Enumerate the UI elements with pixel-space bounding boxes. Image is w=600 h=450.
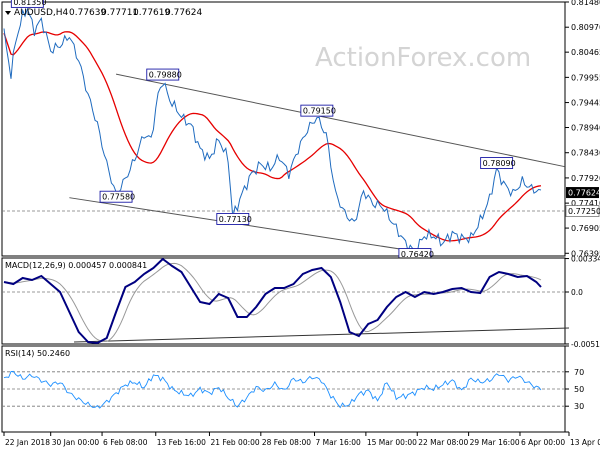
macd-ytick-label: 0.0 [571, 288, 583, 297]
marked-level-label: 0.77130 [219, 215, 252, 224]
level-price-label: 0.77250 [568, 207, 600, 216]
marked-level-label: 0.79880 [149, 71, 182, 80]
macd-main-line [3, 257, 542, 345]
marked-level-box [146, 68, 180, 81]
watermark: ActionForex.com [315, 43, 531, 73]
price-ytick-label: 0.76395 [571, 249, 600, 258]
price-panel-frame [1, 1, 566, 257]
time-tick-label: 21 Feb 00:00 [210, 438, 259, 447]
time-tick-label: 13 Apr 08:00 [570, 438, 600, 447]
ohlc-open: 0.77639 [69, 8, 106, 18]
current-price-badge: 0.77624 [566, 187, 600, 199]
chevron-down-icon[interactable] [5, 11, 11, 15]
ohlc-low: 0.77619 [133, 8, 170, 18]
time-tick-label: 6 Apr 00:00 [521, 438, 565, 447]
channel-upper-line [115, 73, 565, 168]
symbol-title: AUDUSD,H4 [14, 8, 69, 18]
rsi-ytick-label: 70 [574, 368, 584, 377]
marked-level-label: 0.77580 [102, 193, 135, 202]
time-axis: 22 Jan 2018 30 Jan 00:00 6 Feb 08:00 13 Feb… [3, 432, 600, 447]
time-tick-label: 22 Jan 2018 [5, 438, 50, 447]
rsi-ytick-label: 50 [574, 385, 584, 394]
macd-title: MACD(12,26,9) 0.000457 0.000841 [5, 261, 147, 270]
macd-trendline [74, 327, 570, 343]
ohlc-high: 0.77711 [101, 8, 138, 18]
price-ytick-label: 0.79445 [571, 99, 600, 108]
marked-level-box [10, 0, 44, 8]
marked-level-box [216, 213, 250, 225]
rsi-ytick-label: 30 [574, 402, 584, 411]
ohlc-close: 0.77624 [165, 8, 202, 18]
macd-signal-line [3, 262, 542, 343]
marked-level-box [99, 190, 133, 203]
price-ytick-label: 0.76905 [571, 224, 600, 233]
moving-average-line [3, 31, 542, 242]
rsi-line [3, 370, 542, 409]
time-tick-label: 22 Mar 08:00 [418, 438, 468, 447]
title-bar: AUDUSD,H4 0.77639 0.77711 0.77619 0.7762… [5, 8, 202, 18]
time-tick-label: 15 Mar 00:00 [367, 438, 417, 447]
level-price-badge: 0.77250 [565, 205, 600, 217]
rsi-title: RSI(14) 50.2460 [5, 349, 70, 358]
macd-panel: 0.003345 0.0 -0.005197 MACD(12,26,9) 0.000… [1, 255, 600, 349]
price-ytick-label: 0.80465 [571, 48, 600, 57]
marked-level-label: 0.78090 [483, 159, 516, 168]
marked-level-label: 0.79150 [303, 107, 336, 116]
time-tick-label: 6 Feb 08:00 [103, 438, 148, 447]
time-tick-label: 28 Feb 08:00 [262, 438, 311, 447]
macd-ytick-label: -0.005197 [571, 340, 600, 349]
price-ytick-label: 0.79955 [571, 73, 600, 82]
marked-level-label: 0.81350 [13, 0, 46, 7]
time-tick-label: 7 Mar 16:00 [316, 438, 362, 447]
marked-level-label: 0.76420 [401, 250, 434, 259]
time-tick-label: 29 Mar 16:00 [470, 438, 520, 447]
marked-level-box [300, 104, 334, 117]
macd-panel-frame [1, 257, 566, 345]
time-tick-label: 13 Feb 16:00 [157, 438, 206, 447]
macd-ytick-label: 0.003345 [571, 255, 600, 264]
rsi-panel: 70 50 30 RSI(14) 50.2460 [1, 345, 584, 433]
time-tick-label: 30 Jan 00:00 [52, 438, 100, 447]
marked-level-box [480, 157, 514, 169]
price-series-line [3, 7, 542, 254]
current-price-label: 0.77624 [568, 189, 600, 198]
